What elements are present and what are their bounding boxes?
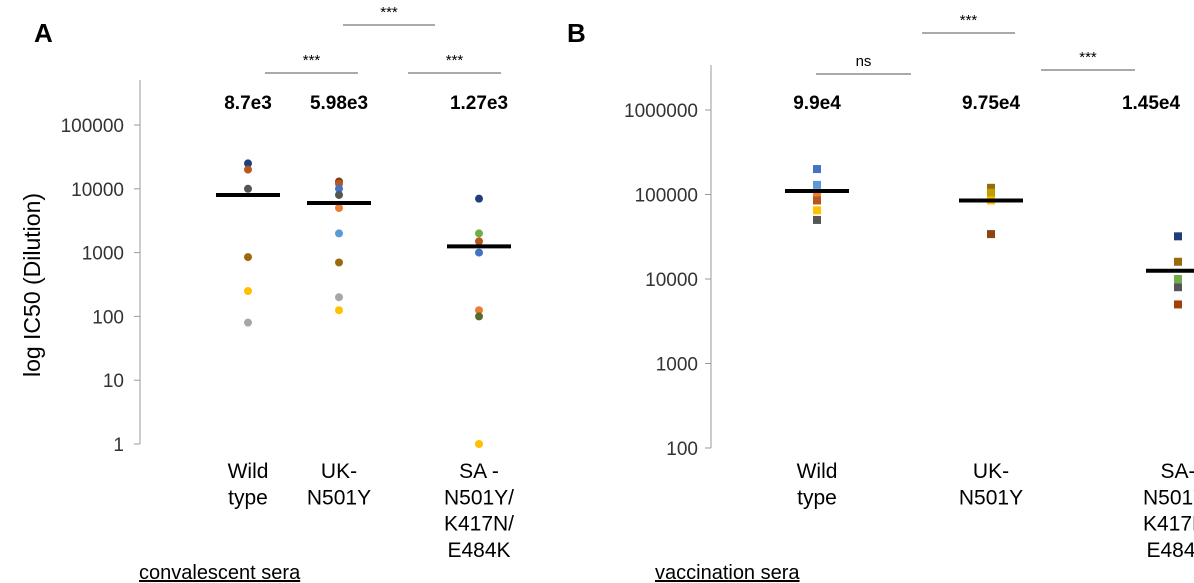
panel-b-letter: B — [567, 18, 586, 48]
panel-b-data-point — [1174, 257, 1182, 266]
panel-a-footnote: convalescent sera — [139, 562, 301, 583]
panel-a-significance-label: *** — [446, 52, 464, 69]
panel-b-y-tick-label: 10000 — [645, 270, 698, 291]
panel-b-footnote: vaccination sera — [655, 562, 800, 583]
panel-b-data-point — [987, 188, 995, 197]
panel-b-data-point — [1174, 275, 1182, 283]
panel-b-data-point — [813, 206, 821, 215]
panel-b-y-tick-label: 100 — [666, 439, 698, 460]
panel-a-data-point — [244, 318, 252, 327]
panel-a-axes: 1 10 100 1000 10000 100000 Wild type UK-N501Y SA … — [61, 4, 515, 562]
panel-a-data-point — [335, 293, 343, 302]
panel-a-data-point — [244, 184, 252, 193]
panel-a-data-point — [475, 237, 483, 246]
panel-a-y-tick-label: 100 — [92, 307, 124, 328]
panel-a-mean-label: 1.27e3 — [450, 93, 508, 114]
panel-a-significance-label: *** — [303, 52, 321, 69]
panel-b-y-tick-label: 100000 — [635, 186, 698, 207]
panel-b-mean-label: 9.75e4 — [962, 93, 1021, 114]
panel-a-y-tick-label: 100000 — [61, 116, 124, 137]
panel-b-data-point — [987, 230, 995, 239]
panel-a-data-point — [244, 165, 252, 174]
panel-a-data-point — [335, 190, 343, 199]
panel-b-data-point — [1174, 300, 1182, 309]
panel-a-data-point — [244, 159, 252, 168]
panel-a-mean-label: 8.7e3 — [224, 93, 272, 114]
panel-b-category-label: SA-N501Y/K417N/E484K — [1143, 460, 1194, 562]
panel-a-category-label: UK-N501Y — [307, 460, 371, 509]
panel-b-data-point — [987, 183, 995, 192]
panel-b-data-point — [813, 180, 821, 189]
panel-a-data-point — [335, 229, 343, 238]
panel-a-y-axis-label: log IC50 (Dilution) — [19, 193, 45, 377]
panel-a-data-point — [475, 229, 483, 238]
panel-b-y-tick-label: 1000 — [656, 355, 698, 376]
panel-a-data-point — [475, 248, 483, 257]
panel-b-axes: 100 1000 10000 100000 1000000 Wild type UK-N501… — [624, 12, 1194, 562]
panel-b-data-point — [1174, 283, 1182, 292]
panel-b-data-point — [813, 190, 821, 199]
panel-a-data-point — [335, 258, 343, 267]
panel-b-data-point — [813, 165, 821, 174]
panel-a-data-point — [475, 440, 483, 448]
panel-b-category-label: UK-N501Y — [959, 460, 1023, 509]
panel-a-letter: A — [34, 18, 53, 48]
panel-a-mean-label: 5.98e3 — [310, 93, 368, 114]
panel-a-data-point — [475, 194, 483, 203]
panel-b-significance-label: *** — [1079, 49, 1097, 66]
panel-a-data-point — [335, 204, 343, 213]
panel-a-y-tick-label: 1000 — [82, 244, 124, 265]
panel-b-mean-label: 1.45e4 — [1122, 93, 1181, 114]
panel-a-y-tick-label: 10000 — [71, 180, 124, 201]
panel-a-data-point — [335, 184, 343, 193]
panel-a-data-point — [244, 287, 252, 296]
panel-a-data-point — [475, 312, 483, 321]
panel-b-data-point — [813, 215, 821, 224]
panel-a-category-label: Wild type — [228, 460, 269, 509]
panel-a-data-point — [335, 306, 343, 315]
panel-b-y-tick-label: 1000000 — [624, 101, 698, 122]
panel-b-category-label: Wild type — [797, 460, 838, 509]
panel-a-data-point — [475, 306, 483, 315]
panel-b-significance-label: *** — [960, 12, 978, 29]
panel-a-significance-label: *** — [380, 4, 398, 21]
panel-b-significance-label: ns — [856, 53, 872, 70]
panel-a: A log IC50 (Dilution) 1 10 100 1000 10000 100… — [19, 4, 514, 583]
panel-a-y-tick-label: 1 — [113, 435, 124, 456]
panel-a-y-tick-label: 10 — [103, 371, 124, 392]
panel-a-category-label: SA -N501Y/K417N/E484K — [444, 460, 514, 562]
panel-b-mean-label: 9.9e4 — [793, 93, 841, 114]
panel-b-data-point — [1174, 232, 1182, 241]
panel-a-data-point — [244, 253, 252, 262]
panel-b-data-point — [813, 196, 821, 205]
panel-b: B 100 1000 10000 100000 1000000 Wild type UK-N5… — [567, 12, 1194, 583]
